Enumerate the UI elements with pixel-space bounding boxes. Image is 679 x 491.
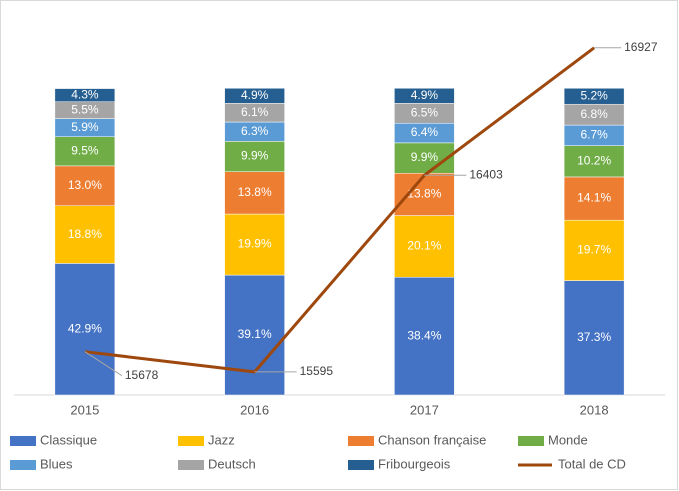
value-label: 4.9%: [241, 88, 269, 102]
bar-segment: [394, 88, 455, 104]
legend-swatch: [348, 460, 374, 470]
bar-segment: [224, 88, 285, 104]
bar-segment: [54, 136, 116, 167]
legend-swatch: [348, 436, 374, 446]
legend-swatch: [10, 460, 36, 470]
legend-swatch: [178, 436, 204, 446]
legend-swatch: [178, 460, 204, 470]
value-label: 18.8%: [68, 227, 102, 241]
legend-label: Deutsch: [208, 456, 256, 471]
value-label: 20.1%: [407, 239, 441, 253]
bar-segment: [563, 219, 625, 281]
leader-line: [84, 351, 123, 377]
bar-segment: [224, 141, 285, 172]
legend-label: Fribourgeois: [378, 456, 451, 471]
x-tick-label: 2016: [240, 402, 269, 417]
bar-segment: [54, 263, 116, 396]
value-label: 4.9%: [411, 88, 439, 102]
value-label: 14.1%: [577, 191, 611, 205]
value-label: 10.2%: [577, 153, 611, 167]
legend-label: Classique: [40, 432, 97, 447]
bar-segment: [394, 172, 455, 216]
value-label: 13.8%: [407, 187, 441, 201]
value-label: 6.4%: [411, 125, 439, 139]
x-tick-label: 2015: [70, 402, 99, 417]
value-label: 6.7%: [580, 128, 608, 142]
value-label: 9.5%: [71, 143, 99, 157]
value-label: 13.0%: [68, 178, 102, 192]
value-label: 38.4%: [407, 328, 441, 342]
value-label: 39.1%: [238, 327, 272, 341]
legend-label: Total de CD: [558, 456, 626, 471]
bar-segment: [54, 165, 116, 207]
bar-segment: [563, 280, 625, 396]
legend-swatch: [518, 436, 544, 446]
bar-segment: [563, 176, 625, 221]
value-label: 5.9%: [71, 120, 99, 134]
value-label: 19.9%: [238, 237, 272, 251]
bar-segment: [224, 274, 285, 396]
value-label: 6.5%: [411, 105, 439, 119]
legend-label: Blues: [40, 456, 73, 471]
bar-segment: [224, 171, 285, 215]
value-label: 13.8%: [238, 185, 272, 199]
line-label: 15678: [125, 368, 159, 382]
legend-label: Monde: [548, 432, 588, 447]
value-label: 42.9%: [68, 321, 102, 335]
value-label: 5.5%: [71, 102, 99, 116]
x-tick-label: 2017: [410, 402, 439, 417]
value-label: 6.1%: [241, 105, 269, 119]
legend-label: Chanson française: [378, 432, 486, 447]
bar-segment: [54, 88, 116, 103]
value-label: 9.9%: [411, 150, 439, 164]
line-label: 15595: [300, 364, 334, 378]
bar-segment: [563, 88, 625, 105]
value-label: 37.3%: [577, 330, 611, 344]
bar-segment: [394, 276, 455, 396]
value-label: 9.9%: [241, 149, 269, 163]
bar-segment: [54, 205, 116, 264]
x-tick-label: 2018: [580, 402, 609, 417]
line-label: 16403: [469, 167, 503, 181]
legend-swatch: [10, 436, 36, 446]
legend-label: Jazz: [208, 432, 235, 447]
value-label: 6.3%: [241, 124, 269, 138]
value-label: 6.8%: [580, 107, 608, 121]
bar-segment: [224, 213, 285, 276]
line: [84, 46, 596, 374]
value-label: 19.7%: [577, 243, 611, 257]
bar-segment: [563, 145, 625, 178]
line-label: 16927: [624, 40, 658, 54]
value-label: 5.2%: [580, 88, 608, 102]
bar-segment: [394, 215, 455, 278]
bar-segment: [394, 142, 455, 174]
value-label: 4.3%: [71, 87, 99, 101]
